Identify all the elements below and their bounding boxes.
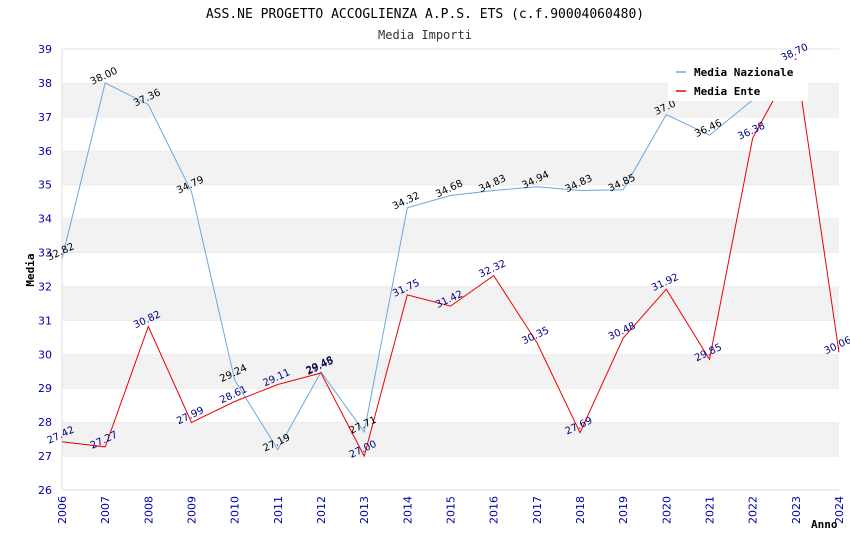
x-axis-label: Anno [811,518,838,531]
series-line [61,57,840,458]
grid-band [62,354,839,389]
x-tick-label: 2013 [358,496,371,524]
x-axis-ticks: 2006 2007 2008 2009 2010 2011 2012 2013 2014 2015… [56,496,846,524]
y-tick-label: 38 [38,77,52,90]
chart-title: ASS.NE PROGETTO ACCOGLIENZA A.P.S. ETS (… [206,7,644,22]
x-tick-label: 2012 [315,496,328,524]
chart-subtitle: Media Importi [378,28,472,42]
y-tick-label: 37 [38,111,52,124]
x-tick-label: 2014 [401,496,414,524]
grid-bands [61,48,839,491]
grid-band [62,320,839,355]
grid-band [62,116,839,151]
y-tick-label: 33 [38,247,52,260]
legend-box [668,60,808,101]
grid-band [62,286,839,321]
y-tick-label: 30 [38,348,52,361]
y-tick-label: 31 [38,314,52,327]
x-tick-label: 2007 [99,496,112,524]
x-tick-label: 2017 [531,496,544,524]
y-tick-label: 35 [38,179,52,192]
y-tick-label: 36 [38,145,52,158]
grid-band [62,252,839,287]
legend-label: Media Ente [694,85,761,98]
y-axis-ticks: 26 27 28 29 30 31 32 33 34 35 36 37 38 39 [38,43,52,497]
y-tick-label: 34 [38,213,52,226]
series-lines [61,57,840,458]
x-tick-label: 2011 [272,496,285,524]
x-tick-label: 2009 [186,496,199,524]
y-tick-label: 28 [38,416,52,429]
x-tick-label: 2010 [229,496,242,524]
grid-band [62,456,839,490]
y-tick-label: 26 [38,484,52,497]
x-tick-label: 2022 [747,496,760,524]
grid-band [62,422,839,457]
legend-label: Media Nazionale [694,66,794,79]
y-tick-label: 32 [38,280,52,293]
x-tick-label: 2021 [704,496,717,524]
x-tick-label: 2006 [56,496,69,524]
grid-band [62,388,839,423]
x-tick-label: 2018 [574,496,587,524]
x-tick-label: 2019 [617,496,630,524]
grid-band [62,150,839,185]
y-tick-label: 27 [38,450,52,463]
x-tick-label: 2016 [488,496,501,524]
legend: Media Nazionale Media Ente [668,60,808,101]
x-tick-label: 2020 [660,496,673,524]
x-tick-label: 2024 [833,496,846,524]
x-tick-label: 2023 [790,496,803,524]
x-tick-label: 2008 [142,496,155,524]
grid-band [62,218,839,253]
x-tick-label: 2015 [445,496,458,524]
y-tick-label: 39 [38,43,52,56]
grid-band [62,184,839,219]
y-axis-label: Media [24,253,37,286]
series-line [61,58,797,451]
y-tick-label: 29 [38,382,52,395]
